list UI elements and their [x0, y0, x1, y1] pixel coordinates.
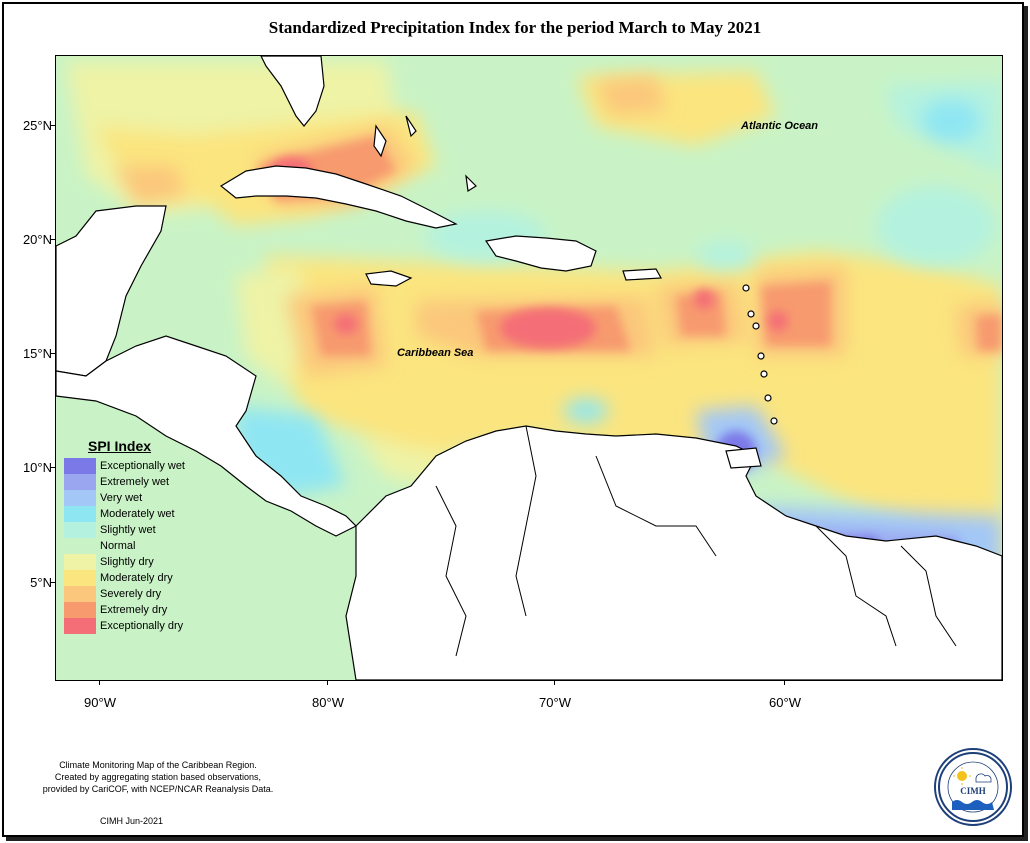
sun-icon — [957, 771, 967, 781]
lat-tick-10n: 10°N — [22, 460, 52, 475]
legend-item: Exceptionally wet — [64, 458, 224, 474]
lat-tick-5n: 5°N — [30, 575, 52, 590]
legend-swatch — [64, 618, 96, 634]
lon-tickmark — [99, 680, 100, 685]
jamaica — [365, 270, 413, 287]
legend-item: Slightly dry — [64, 554, 224, 570]
legend-swatch — [64, 570, 96, 586]
lat-tick-20n: 20°N — [22, 232, 52, 247]
lat-tick-25n: 25°N — [22, 118, 52, 133]
legend-item: Extremely wet — [64, 474, 224, 490]
legend-label: Exceptionally dry — [100, 620, 184, 632]
legend-item: Moderately wet — [64, 506, 224, 522]
footer-line-2: Created by aggregating station based obs… — [54, 772, 262, 782]
bahamas — [373, 124, 387, 158]
trinidad — [725, 447, 762, 469]
legend-rows: Exceptionally wet Extremely wet Very wet Mo… — [64, 458, 224, 634]
wave-icon — [952, 800, 994, 810]
map-title: Standardized Precipitation Index for the… — [268, 18, 762, 37]
legend-label: Very wet — [100, 492, 143, 504]
legend-swatch — [64, 474, 96, 490]
lat-tickmark — [50, 125, 55, 126]
legend-swatch — [64, 490, 96, 506]
lon-tick-70w: 70°W — [539, 695, 571, 710]
legend-swatch — [64, 538, 96, 554]
legend-label: Slightly dry — [100, 556, 154, 568]
legend-label: Moderately wet — [100, 508, 175, 520]
cimh-logo-graphic: CIMH — [938, 752, 1008, 822]
central-america — [56, 335, 358, 537]
legend-swatch — [64, 458, 96, 474]
logo-text: CIMH — [960, 786, 986, 796]
footer-line-1: Climate Monitoring Map of the Caribbean … — [59, 760, 257, 770]
cimh-logo: CIMH — [934, 748, 1012, 826]
legend-item: Slightly wet — [64, 522, 224, 538]
lon-tick-90w: 90°W — [84, 695, 116, 710]
lat-tickmark — [50, 353, 55, 354]
atlantic-ocean-label: Atlantic Ocean — [741, 120, 819, 132]
legend-item: Extremely dry — [64, 602, 224, 618]
footer-line-3: provided by CariCOF, with NCEP/NCAR Rean… — [42, 784, 274, 794]
legend-label: Severely dry — [100, 588, 162, 600]
spi-map: Atlantic Ocean Caribbean Sea — [55, 55, 1003, 681]
lon-tickmark — [784, 680, 785, 685]
lat-tick-15n: 15°N — [22, 346, 52, 361]
footer-note: Climate Monitoring Map of the Caribbean … — [38, 759, 278, 795]
legend-label: Extremely wet — [100, 476, 170, 488]
legend-label: Extremely dry — [100, 604, 168, 616]
legend-item: Moderately dry — [64, 570, 224, 586]
lon-tick-60w: 60°W — [769, 695, 801, 710]
legend-item: Severely dry — [64, 586, 224, 602]
cuba — [219, 165, 458, 229]
lat-tickmark — [50, 582, 55, 583]
lat-tickmark — [50, 467, 55, 468]
lat-tickmark — [50, 239, 55, 240]
legend-title: SPI Index — [88, 438, 152, 454]
legend-label: Normal — [100, 540, 136, 552]
legend-swatch — [64, 522, 96, 538]
legend-label: Exceptionally wet — [100, 460, 185, 472]
caribbean-sea-label: Caribbean Sea — [397, 347, 474, 359]
hispaniola — [484, 235, 597, 272]
cloud-icon — [975, 773, 992, 783]
legend-item: Exceptionally dry — [64, 618, 224, 634]
spi-map-canvas — [56, 56, 1002, 680]
legend-swatch — [64, 554, 96, 570]
lon-tickmark — [327, 680, 328, 685]
spi-legend: SPI Index Exceptionally wet Extremely wet… — [64, 438, 224, 634]
country-borders — [435, 425, 957, 657]
legend-item: Very wet — [64, 490, 224, 506]
legend-swatch — [64, 506, 96, 522]
puerto-rico — [622, 268, 662, 281]
lon-tickmark — [554, 680, 555, 685]
legend-swatch — [64, 602, 96, 618]
legend-label: Slightly wet — [100, 524, 156, 536]
legend-item: Normal — [64, 538, 224, 554]
florida — [260, 56, 325, 127]
lon-tick-80w: 80°W — [312, 695, 344, 710]
legend-label: Moderately dry — [100, 572, 173, 584]
footer-credit: CIMH Jun-2021 — [100, 816, 164, 826]
legend-swatch — [64, 586, 96, 602]
land-masses — [56, 56, 1002, 680]
